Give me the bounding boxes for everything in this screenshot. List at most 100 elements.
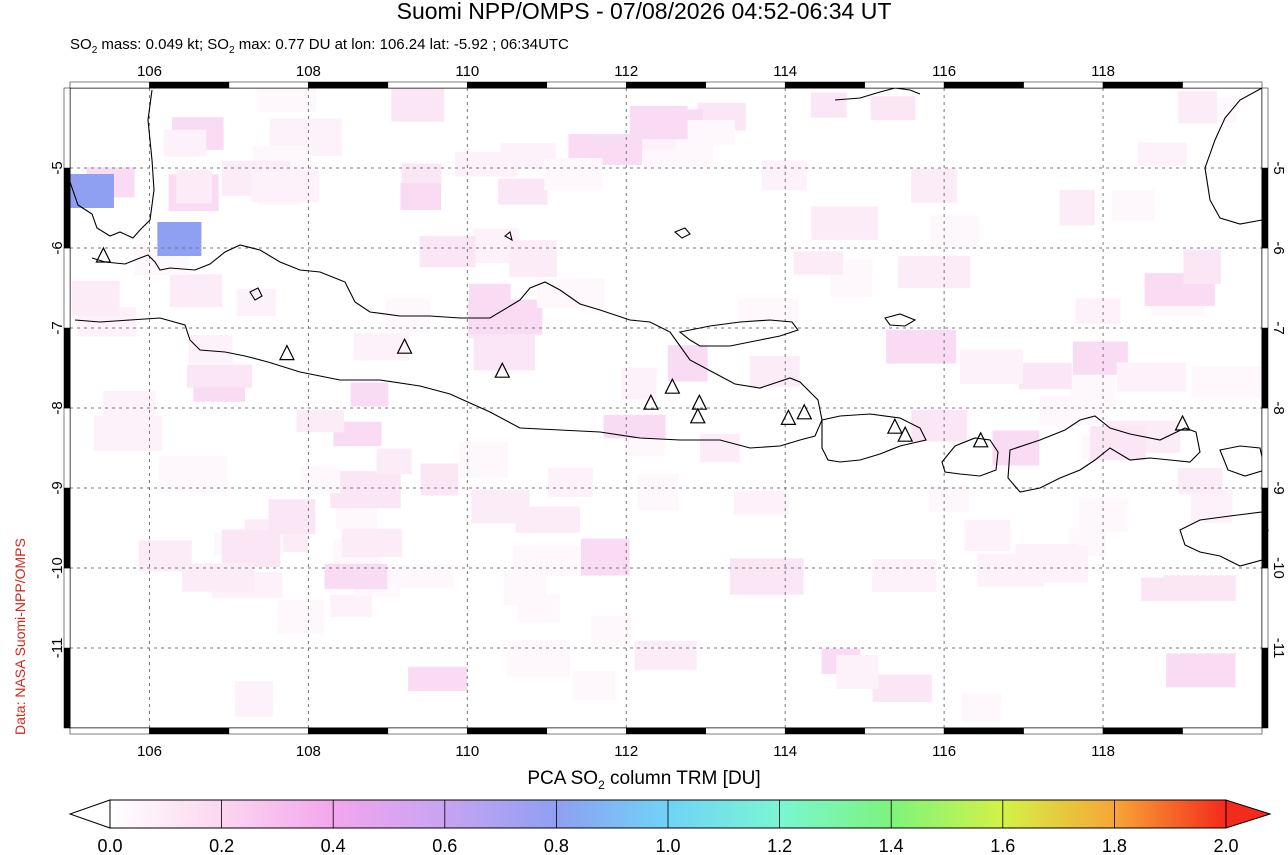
frame-segment [864, 81, 945, 89]
so2-cell [964, 519, 1011, 552]
frame-segment [784, 727, 865, 735]
frame-segment [626, 727, 706, 735]
so2-cell [256, 88, 317, 112]
lat-tick-label-right: -11 [1270, 638, 1287, 659]
coastline-sulawesi [1204, 87, 1263, 225]
coastline-islet [504, 231, 513, 242]
frame-segment [1261, 247, 1269, 329]
lat-tick-label-left: -6 [49, 241, 66, 254]
so2-cell [729, 558, 804, 595]
so2-cell [330, 594, 372, 618]
so2-cell [182, 563, 255, 592]
so2-cell [699, 433, 740, 463]
lat-tick-label-left: -5 [49, 161, 66, 174]
frame-segment [1261, 87, 1269, 169]
so2-cell [277, 600, 325, 634]
lon-tick-label-bottom: 112 [614, 743, 638, 760]
volcano-triangle-icon [972, 431, 989, 448]
lon-tick-label-bottom: 116 [932, 743, 956, 760]
so2-cell [176, 169, 212, 204]
so2-cell [667, 345, 708, 382]
so2-cell [251, 169, 319, 203]
volcano-triangle-icon [689, 407, 706, 424]
so2-cell [1166, 653, 1236, 688]
lat-tick-label-right: -5 [1270, 161, 1287, 174]
frame-segment [1182, 727, 1263, 735]
so2-cell [391, 564, 454, 588]
mass-value: mass: 0.049 kt; [97, 36, 208, 53]
so2-cell [1090, 426, 1146, 461]
frame-segment [308, 727, 389, 735]
coastline-bali [821, 413, 927, 463]
lat-tick-label-right: -8 [1270, 401, 1287, 414]
so2-cell [1178, 91, 1218, 124]
frame-segment [228, 727, 309, 735]
so2-cell [507, 640, 570, 677]
so2-cell [1191, 489, 1233, 523]
so2-cell [870, 96, 916, 121]
so2-cell [1075, 298, 1121, 325]
so2-cell [544, 158, 603, 191]
max-value: max: 0.77 DU at lon: 106.24 lat: -5.92 ;… [234, 36, 569, 53]
frame-segment [1261, 327, 1269, 409]
coastline-flores [1219, 445, 1266, 477]
mass-label-subscript: 2 [91, 45, 98, 56]
colorbar-title-main: PCA SO [527, 768, 599, 789]
so2-cell [296, 409, 345, 433]
so2-cell [163, 129, 207, 157]
lon-tick-label-top: 118 [1091, 63, 1115, 80]
colorbar-tick-label: 1.8 [1102, 836, 1127, 855]
frame-segment [1261, 407, 1269, 489]
so2-cell [977, 553, 1045, 587]
colorbar-tick-label: 0.4 [321, 836, 346, 855]
so2-cell [681, 120, 736, 145]
so2-cell [1183, 249, 1221, 285]
lon-tick-label-bottom: 118 [1091, 743, 1115, 760]
so2-cell [408, 666, 468, 692]
so2-cell [580, 538, 630, 576]
max-label: SO [207, 36, 229, 53]
so2-cell [158, 455, 228, 494]
frame-segment [149, 81, 230, 89]
so2-cell [400, 183, 442, 210]
lat-tick-label-left: -9 [49, 481, 66, 494]
so2-cell [591, 616, 631, 647]
frame-segment [546, 81, 627, 89]
volcano-triangle-icon [796, 403, 813, 420]
so2-cell [911, 409, 968, 442]
frame-segment [1261, 567, 1269, 649]
frame-segment [705, 81, 786, 89]
so2-cell [911, 168, 957, 203]
lon-tick-label-top: 112 [614, 63, 638, 80]
max-label-subscript: 2 [228, 45, 235, 56]
volcano-triangle-icon [278, 344, 295, 361]
volcano-triangle-icon [95, 246, 112, 263]
frame-segment [1023, 81, 1104, 89]
so2-cell [454, 151, 518, 177]
so2-cell [811, 206, 878, 240]
so2-cell [872, 674, 932, 702]
colorbar-tick-label: 1.4 [879, 836, 904, 855]
so2-cell [738, 298, 799, 322]
so2-cells [69, 88, 1262, 723]
so2-cell [72, 280, 120, 316]
so2-cell [473, 334, 535, 371]
so2-cell [353, 333, 410, 361]
so2-cell [761, 160, 807, 191]
frame-segment [63, 487, 71, 569]
map-title: Suomi NPP/OMPS - 07/08/2026 04:52-06:34 … [396, 0, 892, 24]
so2-cell [471, 489, 530, 524]
so2-cell [603, 414, 666, 439]
so2-max-cell [157, 222, 202, 256]
so2-cell [221, 529, 281, 568]
so2-cell [391, 88, 445, 122]
so2-cell [1019, 362, 1072, 390]
colorbar-tick-label: 0.0 [97, 836, 122, 855]
so2-cell [509, 240, 557, 278]
volcano-triangle-icon [1174, 414, 1191, 431]
so2-cell [186, 364, 253, 388]
so2-cell [1163, 575, 1236, 601]
frame-segment [467, 81, 548, 89]
lon-tick-label-top: 116 [932, 63, 956, 80]
